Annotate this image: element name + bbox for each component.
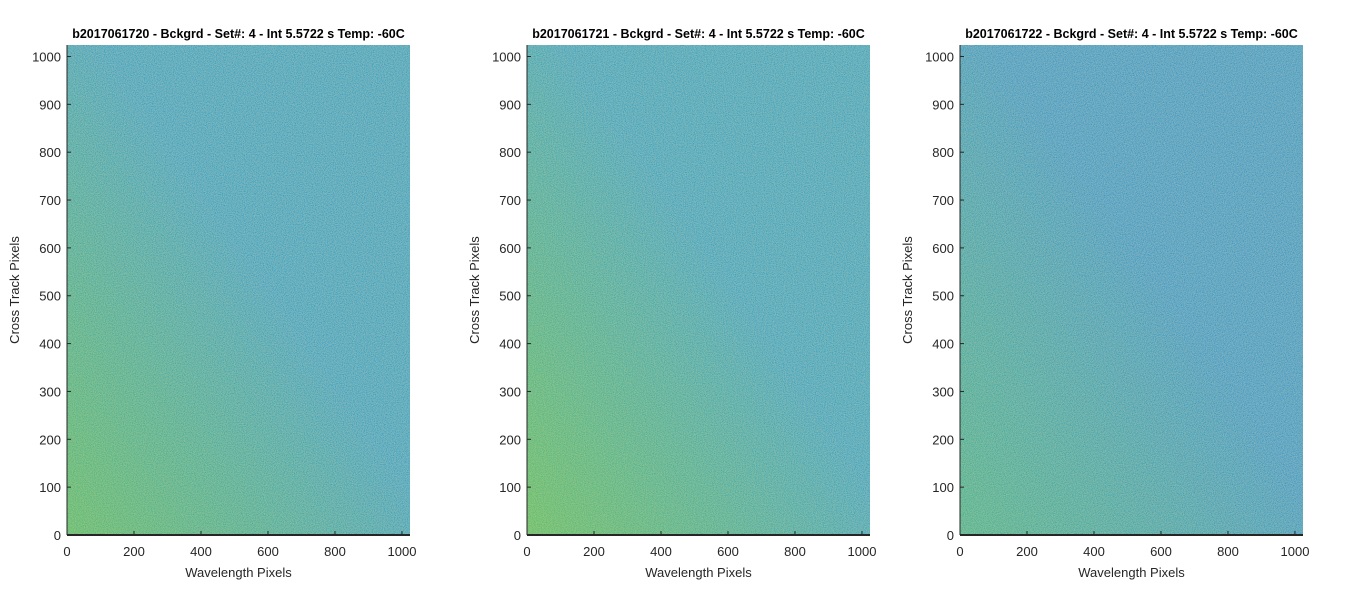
y-axis-label: Cross Track Pixels	[900, 236, 915, 344]
y-tick-label: 100	[932, 480, 954, 495]
y-tick-label: 200	[499, 432, 521, 447]
x-tick-label: 800	[324, 544, 346, 559]
x-tick-label: 1000	[848, 544, 877, 559]
x-axis-label: Wavelength Pixels	[645, 565, 752, 580]
y-tick-label: 600	[39, 241, 61, 256]
heatmap-image	[527, 45, 870, 535]
y-tick-label: 500	[499, 289, 521, 304]
y-tick-label: 1000	[32, 49, 61, 64]
y-tick-label: 300	[932, 384, 954, 399]
y-tick-label: 700	[39, 193, 61, 208]
heatmap-image	[67, 45, 410, 535]
y-tick-label: 300	[39, 384, 61, 399]
heatmap-panel-3: 0 200 400 600 800 1000 0 100 200 300 400 500 600 700 8…	[900, 27, 1309, 580]
x-tick-label: 600	[1150, 544, 1172, 559]
x-tick-label: 800	[1217, 544, 1239, 559]
x-tick-label: 200	[1016, 544, 1038, 559]
y-tick-label: 500	[932, 289, 954, 304]
heatmap-panel-2: 0 200 400 600 800 1000 0 100 200 300 400 500 600 700 8…	[467, 27, 876, 580]
y-axis-label: Cross Track Pixels	[467, 236, 482, 344]
y-tick-label: 0	[514, 528, 521, 543]
y-tick-label: 300	[499, 384, 521, 399]
chart-title: b2017061720 - Bckgrd - Set#: 4 - Int 5.5…	[72, 27, 405, 41]
x-tick-label: 1000	[388, 544, 417, 559]
y-tick-label: 200	[932, 432, 954, 447]
x-tick-label: 200	[583, 544, 605, 559]
y-tick-label: 600	[932, 241, 954, 256]
chart-title: b2017061721 - Bckgrd - Set#: 4 - Int 5.5…	[532, 27, 865, 41]
y-tick-label: 0	[54, 528, 61, 543]
y-tick-label: 900	[932, 97, 954, 112]
y-tick-label: 900	[499, 97, 521, 112]
y-tick-label: 200	[39, 432, 61, 447]
x-tick-label: 0	[956, 544, 963, 559]
y-tick-label: 0	[947, 528, 954, 543]
x-tick-label: 200	[123, 544, 145, 559]
x-tick-label: 800	[784, 544, 806, 559]
y-tick-label: 800	[499, 145, 521, 160]
x-tick-label: 400	[190, 544, 212, 559]
y-tick-label: 700	[499, 193, 521, 208]
x-tick-label: 400	[1083, 544, 1105, 559]
y-tick-label: 400	[932, 337, 954, 352]
y-axis-label: Cross Track Pixels	[7, 236, 22, 344]
x-tick-label: 0	[63, 544, 70, 559]
chart-title: b2017061722 - Bckgrd - Set#: 4 - Int 5.5…	[965, 27, 1298, 41]
x-tick-label: 600	[717, 544, 739, 559]
y-tick-label: 500	[39, 289, 61, 304]
y-tick-label: 400	[39, 337, 61, 352]
heatmap-image	[960, 45, 1303, 535]
x-axis-label: Wavelength Pixels	[1078, 565, 1185, 580]
y-tick-label: 400	[499, 337, 521, 352]
x-tick-label: 600	[257, 544, 279, 559]
y-tick-label: 600	[499, 241, 521, 256]
heatmap-panel-1: 0 200 400 600 800 1000 0 100 200 300 400 500 600 700 8…	[7, 27, 416, 580]
y-tick-label: 800	[932, 145, 954, 160]
x-tick-label: 1000	[1281, 544, 1310, 559]
y-tick-label: 1000	[925, 49, 954, 64]
y-tick-label: 700	[932, 193, 954, 208]
x-tick-label: 0	[523, 544, 530, 559]
x-tick-label: 400	[650, 544, 672, 559]
y-tick-label: 100	[39, 480, 61, 495]
y-tick-label: 900	[39, 97, 61, 112]
y-tick-label: 800	[39, 145, 61, 160]
y-tick-label: 100	[499, 480, 521, 495]
y-tick-label: 1000	[492, 49, 521, 64]
x-axis-label: Wavelength Pixels	[185, 565, 292, 580]
